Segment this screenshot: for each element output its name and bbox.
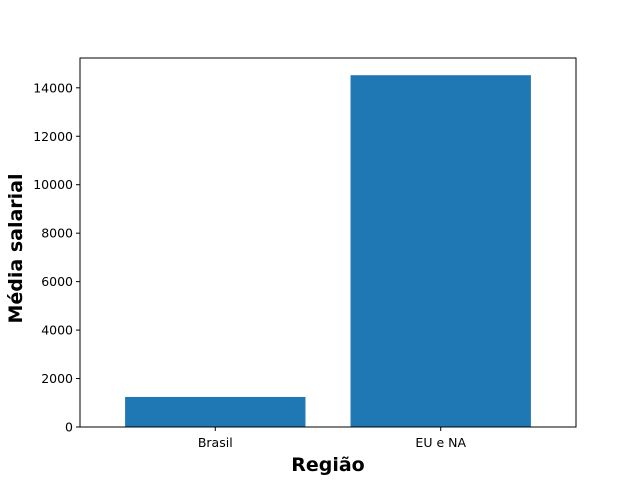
x-tick-label: Brasil	[198, 435, 233, 450]
x-axis-title: Região	[291, 454, 365, 476]
y-tick-label: 6000	[41, 274, 73, 289]
y-axis-ticks: 0 2000 4000 6000 8000 10000 12000 14000	[33, 80, 80, 435]
y-axis-title: Média salarial	[5, 173, 27, 323]
y-tick-label: 10000	[33, 177, 73, 192]
bar-eu-e-na	[350, 75, 531, 427]
y-tick-label: 12000	[33, 129, 73, 144]
y-tick-label: 2000	[41, 371, 73, 386]
y-tick-label: 8000	[41, 226, 73, 241]
y-tick-label: 0	[65, 420, 73, 435]
y-tick-label: 4000	[41, 323, 73, 338]
y-tick-label: 14000	[33, 80, 73, 95]
x-axis-ticks: Brasil EU e NA	[198, 427, 466, 450]
x-tick-label: EU e NA	[415, 435, 466, 450]
plot-frame	[79, 57, 577, 428]
bar-brasil	[125, 396, 306, 427]
bars-group	[125, 75, 531, 427]
